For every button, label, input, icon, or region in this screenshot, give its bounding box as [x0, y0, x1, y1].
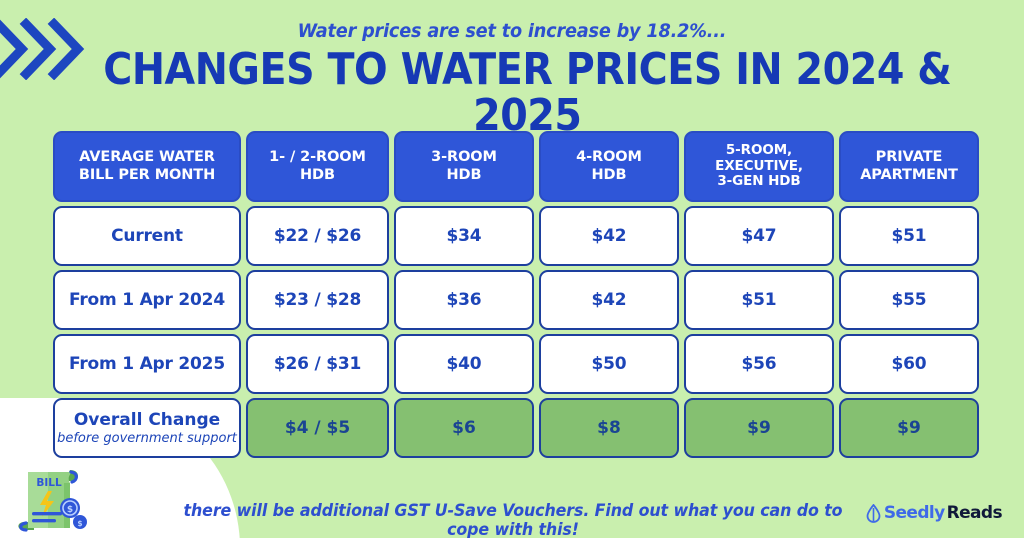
- column-header-label: 1- / 2-ROOM HDB: [269, 149, 366, 183]
- cell-value: $60: [891, 354, 927, 374]
- brand-logo[interactable]: Seedly Reads: [866, 503, 1003, 523]
- table-cell: $47: [684, 206, 834, 266]
- cell-value: $4 / $5: [284, 418, 351, 438]
- table-cell: $60: [839, 334, 979, 394]
- cell-value: $9: [747, 418, 771, 438]
- page-title: CHANGES TO WATER PRICES IN 2024 & 2025: [103, 44, 952, 142]
- column-header-private-apartment: PRIVATE APARTMENT: [839, 131, 979, 202]
- table-header-row: AVERAGE WATER BILL PER MONTH 1- / 2-ROOM…: [53, 131, 979, 202]
- table-row: Current $22 / $26 $34 $42 $47 $51: [53, 206, 979, 266]
- table-cell: $36: [394, 270, 534, 330]
- cell-value: $9: [897, 418, 921, 438]
- row-label-cell: Current: [53, 206, 241, 266]
- svg-text:$: $: [67, 505, 73, 515]
- row-label: Overall Change: [73, 410, 221, 430]
- bill-receipt-icon: BILL $ $: [14, 466, 96, 532]
- column-header-label: 3-ROOM HDB: [431, 149, 497, 183]
- table-cell-highlight: $8: [539, 398, 679, 458]
- column-header-3-room-hdb: 3-ROOM HDB: [394, 131, 534, 202]
- svg-text:BILL: BILL: [36, 477, 62, 489]
- table-cell-highlight: $6: [394, 398, 534, 458]
- cell-value: $34: [446, 226, 482, 246]
- table-cell: $51: [684, 270, 834, 330]
- column-header-average-bill: AVERAGE WATER BILL PER MONTH: [53, 131, 241, 202]
- cell-value: $50: [591, 354, 627, 374]
- column-header-label: AVERAGE WATER BILL PER MONTH: [78, 149, 216, 183]
- column-header-label: 5-ROOM, EXECUTIVE, 3-GEN HDB: [715, 141, 803, 190]
- table-cell: $26 / $31: [246, 334, 389, 394]
- table-cell: $56: [684, 334, 834, 394]
- table-cell-highlight: $9: [684, 398, 834, 458]
- cell-value: $23 / $28: [273, 290, 362, 310]
- table-cell: $55: [839, 270, 979, 330]
- column-header-5-room-executive-3gen-hdb: 5-ROOM, EXECUTIVE, 3-GEN HDB: [684, 131, 834, 202]
- brand-name-secondary: Reads: [946, 503, 1003, 523]
- page-footer: BILL $ $ there will be additional GST U-…: [0, 466, 1024, 538]
- row-label-cell: Overall Change before government support: [53, 398, 241, 458]
- row-label: From 1 Apr 2025: [69, 354, 225, 374]
- triple-chevron-right-icon: [0, 17, 92, 81]
- cell-value: $40: [446, 354, 482, 374]
- cell-value: $6: [452, 418, 476, 438]
- cell-value: $51: [891, 226, 927, 246]
- row-label: From 1 Apr 2024: [69, 290, 225, 310]
- table-cell: $23 / $28: [246, 270, 389, 330]
- row-sublabel: before government support: [57, 431, 237, 446]
- row-label-cell: From 1 Apr 2025: [53, 334, 241, 394]
- table-cell-highlight: $9: [839, 398, 979, 458]
- column-header-1-2-room-hdb: 1- / 2-ROOM HDB: [246, 131, 389, 202]
- table-cell: $51: [839, 206, 979, 266]
- cell-value: $36: [446, 290, 482, 310]
- column-header-label: PRIVATE APARTMENT: [860, 149, 958, 183]
- cell-value: $8: [597, 418, 621, 438]
- table-cell: $34: [394, 206, 534, 266]
- brand-name-primary: Seedly: [883, 503, 945, 523]
- water-price-table: AVERAGE WATER BILL PER MONTH 1- / 2-ROOM…: [53, 131, 979, 458]
- table-row: From 1 Apr 2025 $26 / $31 $40 $50 $56 $6…: [53, 334, 979, 394]
- water-drop-icon: [866, 503, 881, 523]
- cell-value: $55: [891, 290, 927, 310]
- table-cell: $42: [539, 270, 679, 330]
- table-cell: $22 / $26: [246, 206, 389, 266]
- cell-value: $26 / $31: [273, 354, 362, 374]
- svg-text:$: $: [77, 519, 82, 528]
- row-label-cell: From 1 Apr 2024: [53, 270, 241, 330]
- cell-value: $22 / $26: [273, 226, 362, 246]
- page-subtitle: Water prices are set to increase by 18.2…: [297, 20, 727, 42]
- cell-value: $42: [591, 226, 627, 246]
- table-cell: $42: [539, 206, 679, 266]
- table-row-overall-change: Overall Change before government support…: [53, 398, 979, 458]
- footer-note: there will be additional GST U-Save Vouc…: [183, 501, 843, 538]
- cell-value: $47: [741, 226, 777, 246]
- table-row: From 1 Apr 2024 $23 / $28 $36 $42 $51 $5…: [53, 270, 979, 330]
- cell-value: $51: [741, 290, 777, 310]
- table-cell: $40: [394, 334, 534, 394]
- cell-value: $42: [591, 290, 627, 310]
- page-header: Water prices are set to increase by 18.2…: [0, 22, 1024, 139]
- column-header-label: 4-ROOM HDB: [576, 149, 642, 183]
- table-cell: $50: [539, 334, 679, 394]
- cell-value: $56: [741, 354, 777, 374]
- table-cell-highlight: $4 / $5: [246, 398, 389, 458]
- column-header-4-room-hdb: 4-ROOM HDB: [539, 131, 679, 202]
- row-label: Current: [111, 226, 183, 246]
